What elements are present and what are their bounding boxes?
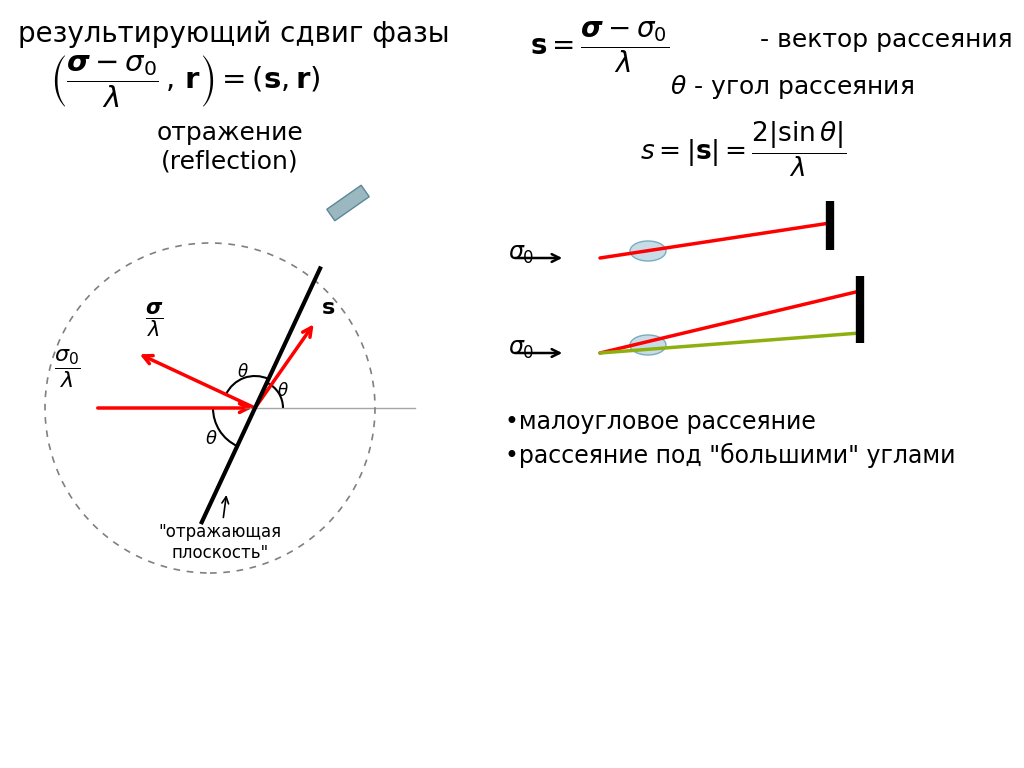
Text: $\left(\dfrac{\boldsymbol{\sigma}-\boldsymbol{\sigma_0}}{\lambda}\,,\,\mathbf{r}: $\left(\dfrac{\boldsymbol{\sigma}-\bolds… — [50, 53, 321, 109]
Text: $\theta$: $\theta$ — [278, 382, 289, 400]
Text: •рассеяние под "большими" углами: •рассеяние под "большими" углами — [505, 443, 955, 468]
Text: отражение
(reflection): отражение (reflection) — [157, 121, 303, 173]
Polygon shape — [327, 185, 370, 220]
Text: результирующий сдвиг фазы: результирующий сдвиг фазы — [18, 20, 450, 48]
Text: $\mathbf{s}=\dfrac{\boldsymbol{\sigma}-\boldsymbol{\sigma_0}}{\lambda}$: $\mathbf{s}=\dfrac{\boldsymbol{\sigma}-\… — [530, 20, 669, 75]
Text: $\mathbf{s}$: $\mathbf{s}$ — [322, 298, 336, 318]
Text: $\boldsymbol{\sigma_0}$: $\boldsymbol{\sigma_0}$ — [508, 337, 535, 361]
Text: $\dfrac{\boldsymbol{\sigma}}{\lambda}$: $\dfrac{\boldsymbol{\sigma}}{\lambda}$ — [145, 300, 164, 339]
Text: $\theta$: $\theta$ — [237, 363, 249, 381]
Text: $\dfrac{\boldsymbol{\sigma_0}}{\lambda}$: $\dfrac{\boldsymbol{\sigma_0}}{\lambda}$ — [53, 347, 80, 390]
Ellipse shape — [630, 241, 666, 261]
Text: $s=|\mathbf{s}|=\dfrac{2|\sin\theta|}{\lambda}$: $s=|\mathbf{s}|=\dfrac{2|\sin\theta|}{\l… — [640, 120, 847, 179]
Text: $\theta$: $\theta$ — [205, 430, 217, 448]
Text: $\theta$ - угол рассеяния: $\theta$ - угол рассеяния — [670, 73, 914, 101]
Text: - вектор рассеяния: - вектор рассеяния — [760, 28, 1013, 52]
Ellipse shape — [630, 335, 666, 355]
Text: "отражающая
плоскость": "отражающая плоскость" — [159, 497, 282, 562]
Text: •малоугловое рассеяние: •малоугловое рассеяние — [505, 410, 816, 434]
Text: $\boldsymbol{\sigma_0}$: $\boldsymbol{\sigma_0}$ — [508, 242, 535, 266]
